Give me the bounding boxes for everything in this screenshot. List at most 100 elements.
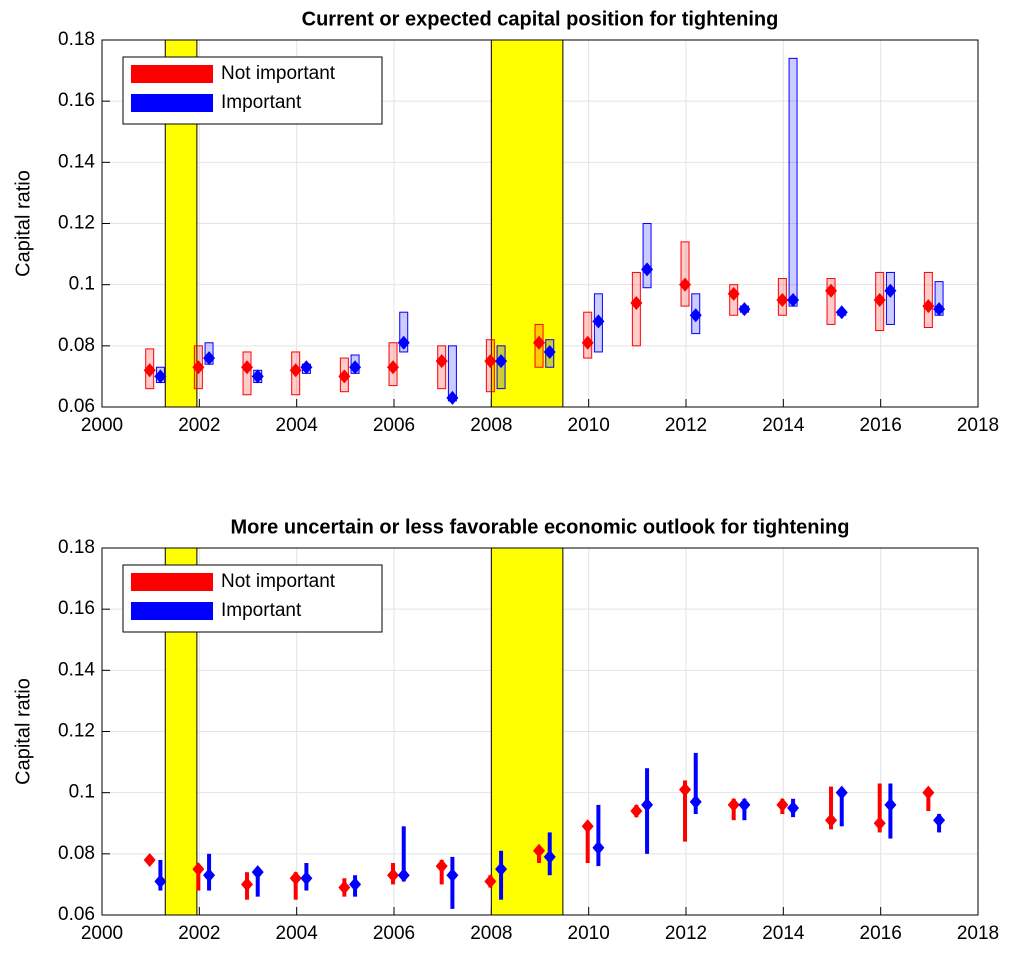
range-box	[585, 826, 590, 864]
median-marker	[835, 305, 848, 320]
median-marker	[787, 292, 800, 307]
x-tick-label: 2018	[957, 923, 999, 944]
median-marker	[387, 360, 400, 375]
median-marker	[192, 862, 205, 877]
axes-box	[101, 39, 979, 408]
legend-swatch	[131, 65, 213, 83]
chart-title: Current or expected capital position for…	[302, 8, 779, 30]
range-box	[596, 804, 601, 867]
median-marker	[241, 877, 254, 892]
median-marker	[679, 277, 692, 292]
y-tick-label: 0.14	[58, 659, 95, 680]
median-marker	[300, 871, 313, 886]
x-tick-label: 2008	[470, 415, 512, 436]
range-box	[826, 278, 836, 325]
median-marker	[727, 797, 740, 812]
x-tick-label: 2012	[665, 415, 707, 436]
range-box	[885, 271, 895, 325]
median-marker	[641, 797, 654, 812]
x-tick-label: 2016	[860, 415, 902, 436]
median-marker	[338, 369, 351, 384]
legend-label: Not important	[221, 571, 336, 592]
median-marker	[873, 816, 886, 831]
median-marker	[727, 286, 740, 301]
y-tick-label: 0.18	[58, 29, 95, 50]
y-tick-label: 0.12	[58, 721, 95, 742]
x-tick-label: 2010	[568, 415, 610, 436]
median-marker	[873, 292, 886, 307]
median-marker	[543, 344, 556, 359]
legend-label: Not important	[221, 63, 336, 84]
median-marker	[533, 335, 546, 350]
range-box	[839, 789, 844, 827]
x-tick-label: 2006	[373, 415, 415, 436]
x-tick-label: 2004	[276, 415, 319, 436]
median-marker	[143, 363, 156, 378]
median-marker	[495, 354, 508, 369]
legend-label: Important	[221, 600, 302, 621]
range-box	[583, 311, 593, 359]
y-tick-label: 0.12	[58, 213, 95, 234]
median-marker	[933, 813, 946, 828]
y-axis-label: Capital ratio	[12, 170, 34, 277]
range-box	[926, 789, 931, 812]
median-marker	[484, 354, 497, 369]
median-marker	[581, 819, 594, 834]
range-box	[255, 869, 260, 897]
median-marker	[300, 360, 313, 375]
median-marker	[738, 302, 751, 317]
x-tick-label: 2002	[178, 415, 220, 436]
y-tick-label: 0.16	[58, 598, 95, 619]
y-tick-label: 0.08	[58, 843, 95, 864]
y-tick-label: 0.14	[58, 151, 95, 172]
y-tick-label: 0.06	[58, 904, 95, 925]
range-box	[788, 57, 798, 307]
median-marker	[884, 797, 897, 812]
y-axis-label: Capital ratio	[12, 678, 34, 785]
range-box	[680, 241, 690, 307]
median-marker	[203, 351, 216, 366]
median-marker	[154, 874, 167, 889]
median-marker	[154, 369, 167, 384]
median-marker	[435, 354, 448, 369]
x-tick-label: 2014	[762, 923, 805, 944]
median-marker	[679, 782, 692, 797]
median-marker	[884, 283, 897, 298]
x-tick-label: 2016	[860, 923, 902, 944]
median-marker	[495, 862, 508, 877]
median-marker	[689, 308, 702, 323]
median-marker	[630, 296, 643, 311]
median-marker	[203, 868, 216, 883]
median-marker	[738, 797, 751, 812]
chart-title: More uncertain or less favorable economi…	[231, 516, 850, 538]
x-tick-label: 2002	[178, 923, 220, 944]
median-marker	[435, 859, 448, 874]
median-marker	[835, 785, 848, 800]
x-tick-label: 2014	[762, 415, 805, 436]
median-marker	[776, 292, 789, 307]
x-tick-label: 2000	[81, 415, 123, 436]
median-marker	[397, 335, 410, 350]
median-marker	[630, 804, 643, 819]
median-marker	[338, 880, 351, 895]
x-tick-label: 2018	[957, 415, 999, 436]
median-marker	[825, 283, 838, 298]
legend-swatch	[131, 573, 213, 591]
range-box	[450, 856, 455, 909]
median-marker	[787, 800, 800, 815]
median-marker	[446, 390, 459, 405]
median-marker	[922, 299, 935, 314]
median-marker	[349, 360, 362, 375]
legend-swatch	[131, 602, 213, 620]
median-marker	[641, 262, 654, 277]
range-box	[829, 786, 834, 830]
median-marker	[143, 852, 156, 867]
median-marker	[397, 868, 410, 883]
median-marker	[592, 314, 605, 329]
x-tick-label: 2012	[665, 923, 707, 944]
median-marker	[592, 840, 605, 855]
median-marker	[289, 871, 302, 886]
x-tick-label: 2004	[276, 923, 319, 944]
median-marker	[922, 785, 935, 800]
